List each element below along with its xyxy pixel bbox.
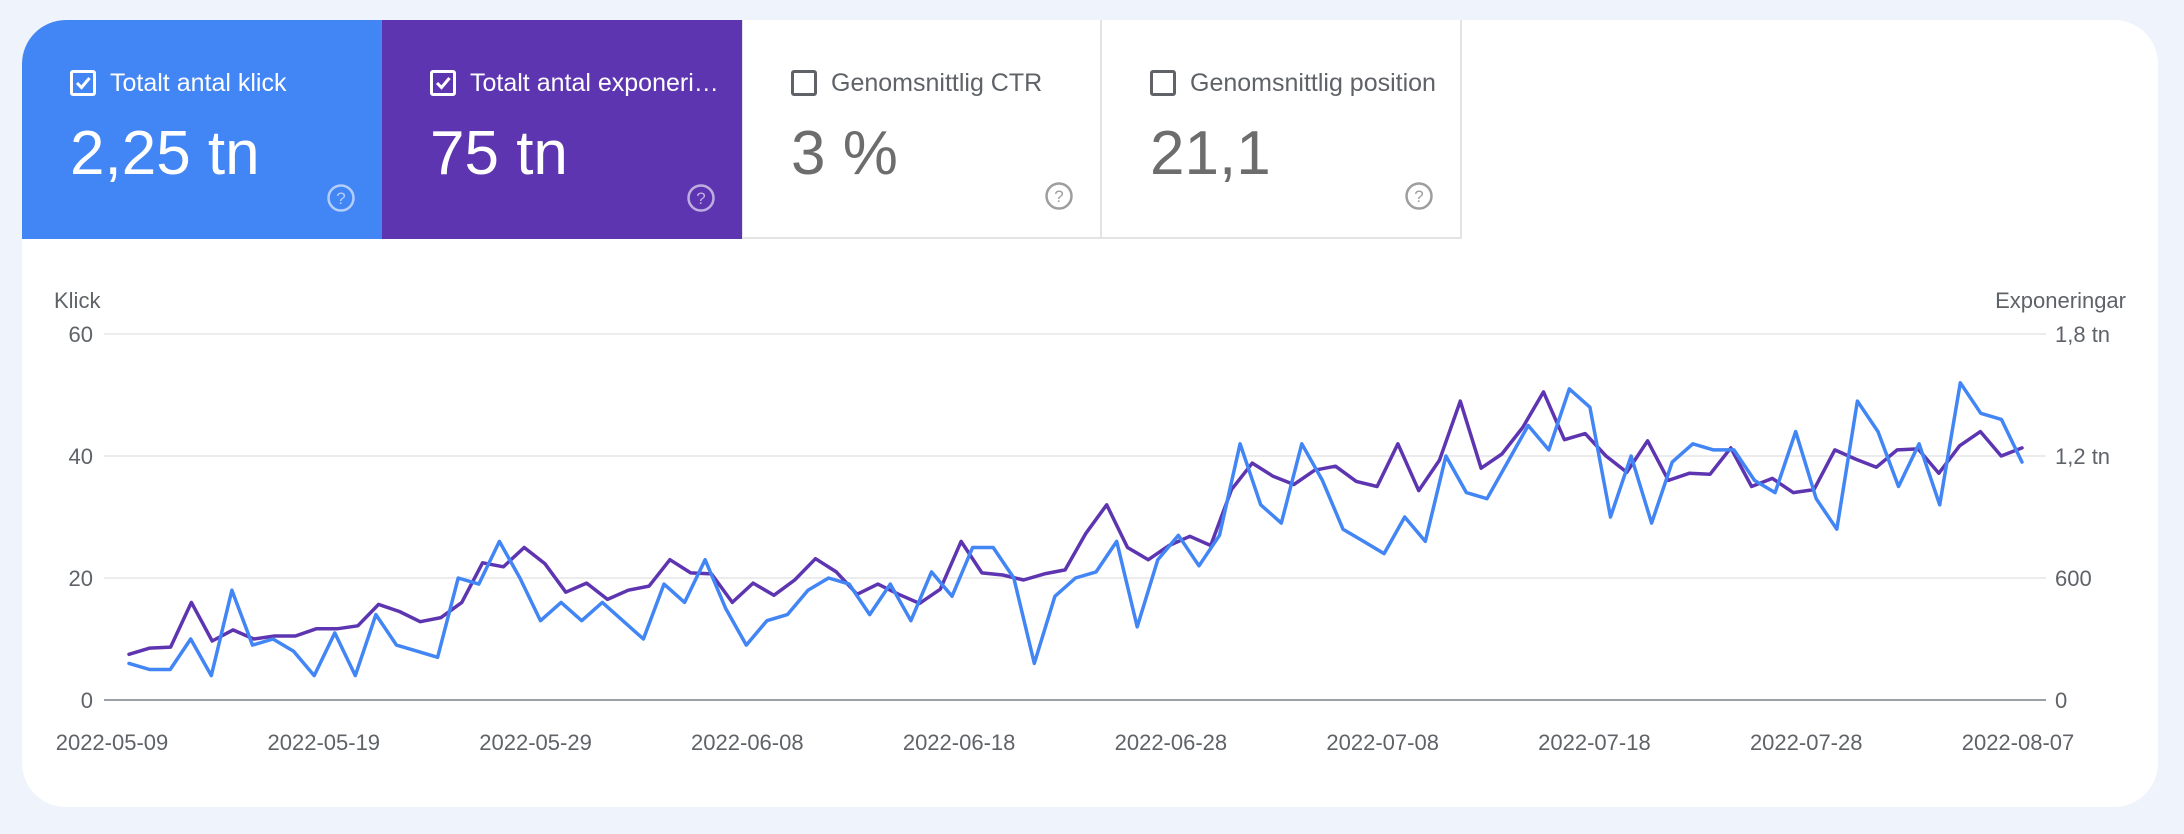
checkbox-checked-icon[interactable] <box>430 70 456 96</box>
help-icon[interactable]: ? <box>1044 181 1074 211</box>
right-tick-label: 1,2 tn <box>2055 444 2110 469</box>
metric-total-impressions[interactable]: Totalt antal exponeringar 75 tn ? <box>382 20 742 239</box>
metric-tabs: Totalt antal klick 2,25 tn ? Totalt anta… <box>22 20 1462 239</box>
metric-value: 3 % <box>791 119 898 188</box>
checkbox-unchecked-icon[interactable] <box>1150 70 1176 96</box>
svg-text:?: ? <box>1414 187 1423 206</box>
svg-text:?: ? <box>336 189 345 208</box>
x-tick-label: 2022-06-08 <box>691 730 804 755</box>
left-tick-label: 0 <box>81 688 93 713</box>
right-tick-label: 1,8 tn <box>2055 322 2110 347</box>
metric-value: 75 tn <box>430 119 568 188</box>
metric-average-position[interactable]: Genomsnittlig position 21,1 ? <box>1102 20 1462 239</box>
clicks-line <box>127 381 2024 678</box>
x-tick-label: 2022-05-29 <box>479 730 592 755</box>
svg-text:?: ? <box>696 189 705 208</box>
checkbox-unchecked-icon[interactable] <box>791 70 817 96</box>
help-icon[interactable]: ? <box>326 183 356 213</box>
x-tick-label: 2022-08-07 <box>1962 730 2075 755</box>
x-tick-label: 2022-05-19 <box>268 730 381 755</box>
x-tick-label: 2022-06-28 <box>1115 730 1228 755</box>
right-tick-label: 0 <box>2055 688 2067 713</box>
right-axis-label: Exponeringar <box>1995 288 2126 313</box>
impressions-line <box>127 390 2024 657</box>
x-tick-label: 2022-06-18 <box>903 730 1016 755</box>
metric-value: 2,25 tn <box>70 119 260 188</box>
right-tick-label: 600 <box>2055 566 2092 591</box>
left-tick-label: 60 <box>69 322 93 347</box>
x-tick-label: 2022-07-18 <box>1538 730 1651 755</box>
metric-total-clicks[interactable]: Totalt antal klick 2,25 tn ? <box>22 20 382 239</box>
help-icon[interactable]: ? <box>686 183 716 213</box>
x-tick-label: 2022-07-28 <box>1750 730 1863 755</box>
svg-text:?: ? <box>1054 187 1063 206</box>
checkbox-checked-icon[interactable] <box>70 70 96 96</box>
left-tick-label: 20 <box>69 566 93 591</box>
metric-value: 21,1 <box>1150 119 1271 188</box>
metric-average-ctr[interactable]: Genomsnittlig CTR 3 % ? <box>742 20 1102 239</box>
x-tick-label: 2022-05-09 <box>56 730 169 755</box>
help-icon[interactable]: ? <box>1404 181 1434 211</box>
left-tick-label: 40 <box>69 444 93 469</box>
left-axis-label: Klick <box>54 288 101 313</box>
x-tick-label: 2022-07-08 <box>1326 730 1439 755</box>
performance-card: Totalt antal klick 2,25 tn ? Totalt anta… <box>22 20 2158 807</box>
